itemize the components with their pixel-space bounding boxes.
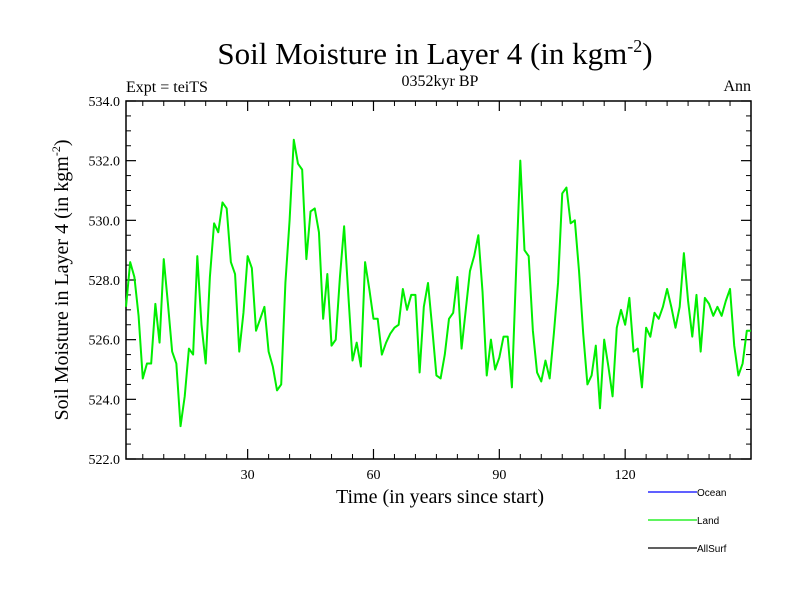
chart-title-close: ) bbox=[642, 36, 652, 71]
y-axis-label-superscript: -2 bbox=[49, 146, 63, 156]
subtitle: 0352kyr BP bbox=[402, 73, 479, 90]
x-tick-labels: 30 60 90 120 bbox=[241, 468, 636, 483]
legend-label-ocean: Ocean bbox=[697, 488, 726, 499]
y-tick-label: 530.0 bbox=[89, 214, 121, 229]
x-axis-label: Time (in years since start) bbox=[336, 486, 544, 508]
series-line-land bbox=[125, 138, 751, 428]
y-tick-label: 526.0 bbox=[89, 334, 121, 349]
season-label: Ann bbox=[723, 78, 751, 95]
y-tick-label: 532.0 bbox=[89, 155, 121, 170]
y-axis-label-main: Soil Moisture in Layer 4 (in kgm bbox=[51, 156, 73, 421]
y-tick-label: 528.0 bbox=[89, 274, 121, 289]
y-axis-label: Soil Moisture in Layer 4 (in kgm-2) bbox=[49, 139, 73, 420]
chart-title-superscript: -2 bbox=[627, 36, 642, 56]
plot-frame bbox=[125, 100, 752, 460]
y-tick-label: 524.0 bbox=[89, 393, 121, 408]
y-tick-labels: 522.0 524.0 526.0 528.0 530.0 532.0 534.0 bbox=[89, 95, 121, 468]
legend-label-allsurf: AllSurf bbox=[697, 544, 727, 555]
chart-title-main: Soil Moisture in Layer 4 (in kgm bbox=[217, 36, 627, 71]
x-tick-label: 90 bbox=[492, 468, 506, 483]
x-tick-label: 30 bbox=[241, 468, 255, 483]
y-tick-label: 534.0 bbox=[89, 95, 121, 110]
experiment-label: Expt = teiTS bbox=[126, 79, 208, 96]
legend: Ocean Land AllSurf bbox=[648, 488, 727, 555]
y-tick-label: 522.0 bbox=[89, 453, 121, 468]
x-tick-label: 60 bbox=[366, 468, 380, 483]
legend-label-land: Land bbox=[697, 516, 719, 527]
series-group bbox=[125, 138, 751, 428]
chart-title: Soil Moisture in Layer 4 (in kgm-2) bbox=[217, 36, 652, 71]
y-axis-label-close: ) bbox=[51, 139, 73, 146]
axis-ticks bbox=[126, 100, 751, 460]
x-tick-label: 120 bbox=[615, 468, 636, 483]
